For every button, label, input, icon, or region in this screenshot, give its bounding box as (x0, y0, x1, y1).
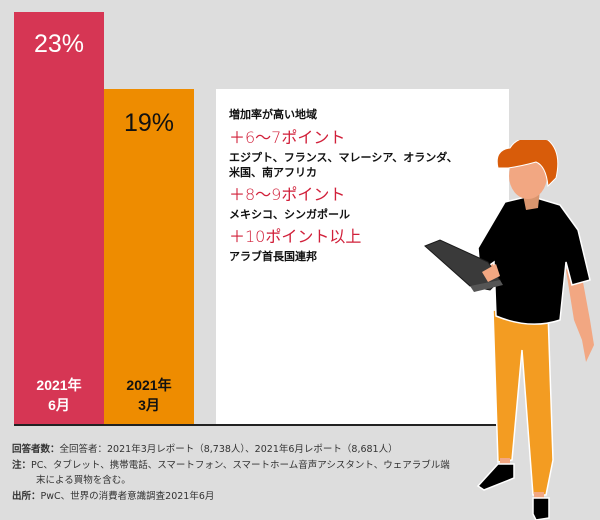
respondents-label: 回答者数： (12, 444, 60, 455)
group-head-6-7: ＋6〜7ポイント (229, 128, 346, 147)
respondents-note: 回答者数：全回答者：2021年3月レポート（8,738人）、2021年6月レポー… (12, 442, 432, 458)
group-body-10-plus: アラブ首長国連邦 (229, 250, 317, 263)
bar-label-march-year: 2021年 (126, 377, 172, 393)
bar-label-march: 2021年 3月 (104, 375, 194, 415)
footnote-text-line1: PC、タブレット、携帯電話、スマートフォン、スマートホーム音声アシスタント、ウェ… (31, 459, 450, 471)
bar-label-march-month: 3月 (138, 397, 160, 413)
group-body-6-7-line1: エジプト、フランス、マレーシア、オランダ、 (229, 151, 458, 164)
source-text: PwC、世界の消費者意識調査2021年6月 (40, 490, 215, 502)
bar-label-june-month: 6月 (48, 397, 70, 413)
group-head-8-9: ＋8〜9ポイント (229, 185, 346, 204)
footnote: 注：PC、タブレット、携帯電話、スマートフォン、スマートホーム音声アシスタント、… (12, 458, 450, 474)
person-with-laptop-illustration (424, 140, 594, 520)
bar-value-june: 23% (33, 30, 85, 58)
panel-title: 増加率が高い地域 (229, 108, 317, 121)
chart-notes: 回答者数：全回答者：2021年3月レポート（8,738人）、2021年6月レポー… (12, 442, 450, 505)
bar-march-2021: 19% 2021年 3月 (104, 89, 194, 425)
bar-label-june: 2021年 6月 (14, 375, 104, 415)
respondents-text: 全回答者：2021年3月レポート（8,738人）、2021年6月レポート（8,6… (59, 444, 398, 455)
bar-value-march: 19% (123, 109, 175, 137)
group-body-8-9: メキシコ、シンガポール (229, 208, 350, 221)
footnote-continued: 末による買物を含む。 (36, 475, 131, 486)
footnote-label: 注： (12, 459, 32, 471)
source-label: 出所： (12, 490, 41, 502)
bar-label-june-year: 2021年 (36, 377, 82, 393)
group-head-10-plus: ＋10ポイント以上 (229, 227, 362, 246)
group-body-6-7: エジプト、フランス、マレーシア、オランダ、 米国、南アフリカ (229, 150, 489, 180)
source-note: 出所：PwC、世界の消費者意識調査2021年6月 (12, 489, 432, 505)
chart-baseline (14, 424, 506, 426)
bar-june-2021: 23% 2021年 6月 (14, 12, 104, 425)
group-body-6-7-line2: 米国、南アフリカ (229, 166, 317, 179)
